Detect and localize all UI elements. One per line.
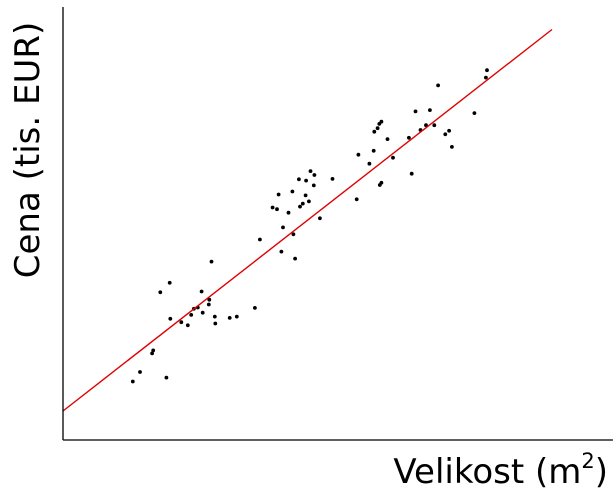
x-axis-label-superscript: 2 (581, 449, 594, 473)
x-axis-label-text: Velikost (m (393, 452, 581, 492)
data-point (270, 205, 275, 210)
data-point (436, 83, 440, 88)
data-point (407, 135, 411, 140)
data-point (297, 177, 301, 182)
data-point (356, 152, 361, 157)
data-point (375, 126, 380, 131)
data-point (212, 314, 217, 319)
data-point (276, 192, 281, 197)
data-point (312, 173, 317, 177)
data-point (130, 379, 135, 384)
data-point (213, 321, 218, 326)
data-point (372, 129, 377, 134)
data-point (450, 145, 454, 149)
data-point (281, 225, 285, 230)
data-point (286, 210, 291, 215)
data-point (379, 119, 384, 124)
data-point (206, 302, 211, 307)
data-point (293, 256, 297, 261)
data-point (367, 161, 372, 166)
data-point (307, 199, 311, 204)
data-point (308, 169, 313, 174)
data-point (432, 123, 437, 128)
data-point (158, 290, 163, 295)
data-point (168, 316, 173, 321)
data-point (151, 348, 156, 353)
data-point (150, 351, 155, 356)
data-point (227, 316, 232, 320)
data-point (234, 314, 239, 319)
data-point (391, 155, 395, 160)
data-point (484, 75, 488, 80)
data-point (330, 177, 335, 181)
data-point (179, 320, 184, 325)
data-point (291, 232, 296, 237)
data-point (485, 68, 489, 73)
data-point (443, 132, 448, 137)
data-point (167, 280, 172, 285)
y-axis-label: Cena (tis. EUR) (8, 22, 48, 278)
data-point (189, 313, 194, 317)
data-point (290, 189, 295, 194)
data-point (354, 197, 359, 202)
x-axis-label-close: ) (595, 452, 608, 492)
data-point (209, 259, 214, 264)
data-point (377, 183, 382, 187)
data-point (304, 178, 308, 183)
data-point (199, 289, 204, 294)
data-point (298, 204, 302, 209)
data-point (303, 193, 308, 198)
data-point (253, 306, 257, 310)
data-point (200, 310, 205, 315)
data-point (413, 109, 418, 114)
x-axis-label: Velikost (m2) (393, 449, 608, 492)
regression-line (62, 28, 553, 412)
data-points (130, 68, 489, 384)
data-point (409, 171, 414, 176)
data-point (447, 128, 451, 133)
data-point (185, 323, 190, 328)
data-point (424, 123, 428, 128)
data-point (164, 375, 169, 380)
data-point (472, 111, 477, 115)
data-point (279, 249, 284, 254)
data-point (385, 137, 390, 142)
data-point (258, 237, 262, 242)
data-point (138, 370, 142, 374)
data-point (428, 108, 432, 112)
data-point (300, 201, 305, 206)
data-point (318, 216, 322, 221)
data-point (275, 207, 279, 212)
data-point (207, 297, 212, 302)
data-point (311, 183, 316, 188)
data-point (371, 148, 376, 153)
